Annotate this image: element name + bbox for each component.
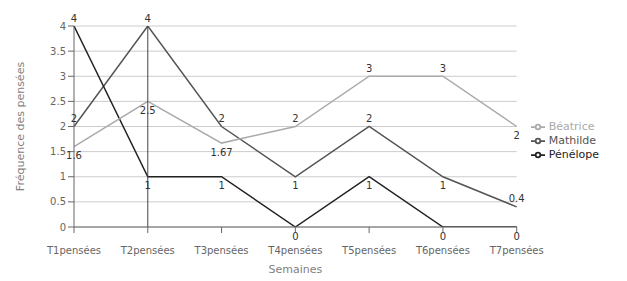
svg-text:0: 0 [60, 222, 66, 233]
svg-text:3: 3 [60, 71, 66, 82]
svg-text:T5pensées: T5pensées [341, 245, 396, 256]
svg-text:0: 0 [440, 231, 446, 242]
svg-text:4: 4 [60, 21, 66, 32]
html-text:Pénélope: Pénélope [548, 147, 599, 161]
svg-text:2: 2 [514, 130, 520, 141]
svg-text:T3pensées: T3pensées [194, 245, 249, 256]
svg-text:1: 1 [60, 171, 66, 182]
svg-text:T6pensées: T6pensées [415, 245, 470, 256]
svg-text:Fréquence des pensées: Fréquence des pensées [14, 62, 27, 192]
svg-text:2.5: 2.5 [50, 96, 66, 107]
svg-text:2: 2 [292, 113, 298, 124]
svg-text:0.5: 0.5 [50, 196, 66, 207]
svg-text:1.67: 1.67 [210, 147, 232, 158]
svg-text:3: 3 [440, 63, 446, 74]
html-text:Béatrice: Béatrice [548, 119, 595, 133]
svg-text:T2pensées: T2pensées [120, 245, 175, 256]
svg-text:1: 1 [218, 180, 224, 191]
svg-text:2: 2 [60, 121, 66, 132]
svg-text:3: 3 [366, 63, 372, 74]
svg-text:1.6: 1.6 [66, 150, 82, 161]
svg-text:T1pensées: T1pensées [46, 245, 101, 256]
svg-text:0: 0 [292, 231, 298, 242]
svg-text:2: 2 [71, 113, 77, 124]
html-text:Mathilde: Mathilde [548, 133, 597, 147]
svg-text:4: 4 [71, 13, 77, 24]
svg-text:2.5: 2.5 [140, 105, 156, 116]
svg-text:T4pensées: T4pensées [267, 245, 322, 256]
svg-text:3.5: 3.5 [50, 46, 66, 57]
svg-text:T7pensées: T7pensées [489, 245, 544, 256]
svg-text:4: 4 [145, 13, 151, 24]
svg-text:2: 2 [218, 113, 224, 124]
svg-text:1: 1 [440, 180, 446, 191]
svg-text:1: 1 [366, 180, 372, 191]
svg-text:0.4: 0.4 [509, 193, 525, 204]
svg-text:1.5: 1.5 [50, 146, 66, 157]
svg-text:2: 2 [366, 113, 372, 124]
svg-text:1: 1 [292, 180, 298, 191]
svg-text:1: 1 [145, 180, 151, 191]
svg-text:Semaines: Semaines [268, 263, 322, 273]
svg-text:0: 0 [514, 231, 520, 242]
